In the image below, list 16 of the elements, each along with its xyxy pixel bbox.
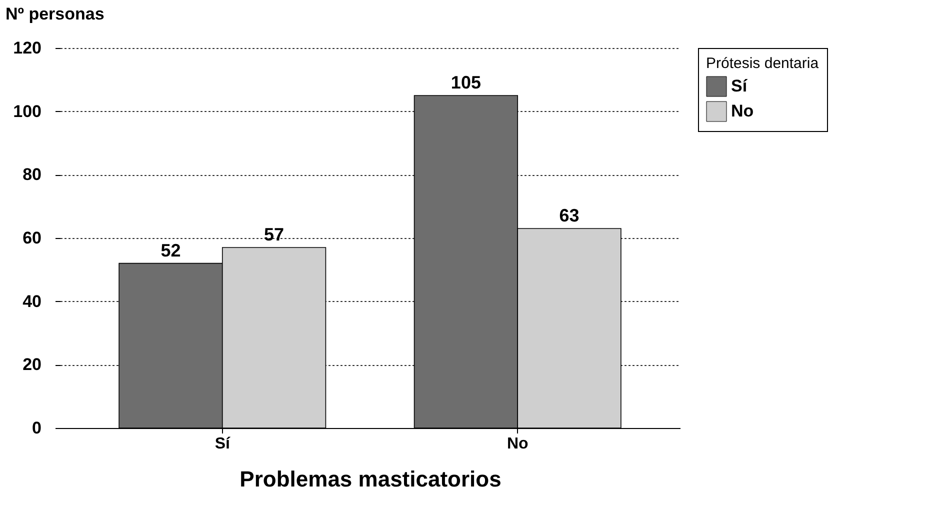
y-tick-label: 80 <box>22 165 42 184</box>
y-tick-label: 120 <box>13 38 42 58</box>
y-tick-label: 20 <box>22 355 42 374</box>
data-label: 63 <box>559 206 580 226</box>
y-tick-label: 100 <box>13 102 42 121</box>
y-tick-label: 60 <box>22 228 42 248</box>
y-tick-label: 40 <box>22 292 42 311</box>
data-label: 105 <box>450 72 481 92</box>
legend-label: No <box>731 102 754 120</box>
data-label: 52 <box>160 240 181 260</box>
data-label: 57 <box>264 224 284 244</box>
x-axis-title: Problemas masticatorios <box>240 466 502 492</box>
y-axis-title: Nº personas <box>6 4 104 24</box>
y-tick-label: 0 <box>32 418 42 438</box>
legend-label: Sí <box>731 76 748 96</box>
legend-title: Prótesis dentaria <box>706 55 820 72</box>
